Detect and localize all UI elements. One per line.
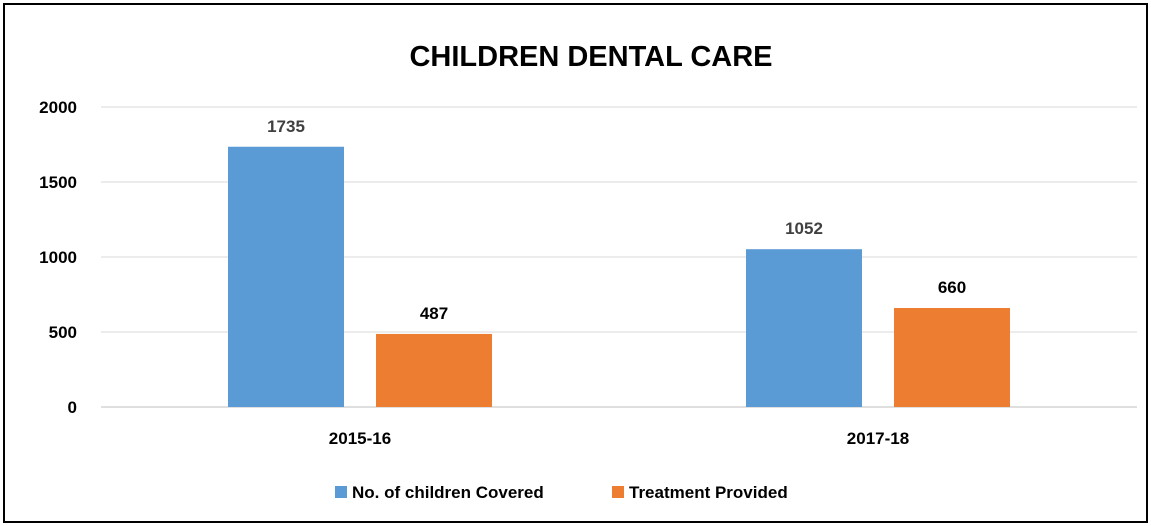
bar-chart: CHILDREN DENTAL CARE 0 500 1000 1500 2000 17… xyxy=(39,41,1137,502)
legend: No. of children Covered Treatment Provide… xyxy=(335,483,788,502)
legend-swatch xyxy=(612,486,624,498)
chart-frame: CHILDREN DENTAL CARE 0 500 1000 1500 2000 17… xyxy=(3,3,1148,523)
x-category-label: 2017-18 xyxy=(847,429,909,448)
x-category-label: 2015-16 xyxy=(329,429,391,448)
bar-children-covered xyxy=(228,146,344,407)
y-tick-label: 0 xyxy=(68,398,77,417)
data-label: 1735 xyxy=(267,117,305,136)
y-tick-label: 1000 xyxy=(39,248,77,267)
chart-title: CHILDREN DENTAL CARE xyxy=(409,41,772,73)
y-tick-label: 500 xyxy=(49,323,77,342)
bar-treatment-provided xyxy=(894,308,1010,407)
data-labels: 1735 487 1052 660 xyxy=(267,117,966,323)
legend-swatch xyxy=(335,486,347,498)
x-axis-categories: 2015-16 2017-18 xyxy=(329,429,909,448)
y-tick-label: 1500 xyxy=(39,173,77,192)
data-label: 660 xyxy=(938,278,966,297)
y-tick-label: 2000 xyxy=(39,98,77,117)
bars xyxy=(228,146,1010,407)
legend-label: Treatment Provided xyxy=(629,483,788,502)
legend-label: No. of children Covered xyxy=(352,483,544,502)
bar-children-covered xyxy=(746,249,862,407)
bar-treatment-provided xyxy=(376,333,492,407)
data-label: 1052 xyxy=(785,219,823,238)
data-label: 487 xyxy=(420,304,448,323)
y-axis-ticks: 0 500 1000 1500 2000 xyxy=(39,98,77,417)
